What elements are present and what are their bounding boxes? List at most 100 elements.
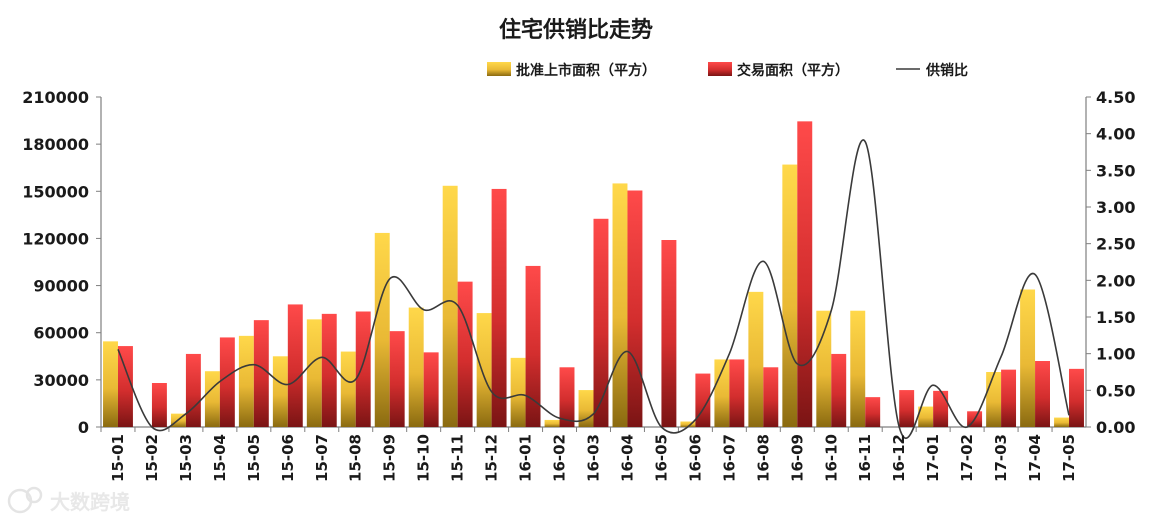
bar-approved-16-09 xyxy=(782,164,798,428)
y-right-tick-label: 2.50 xyxy=(1096,235,1135,254)
x-tick-label: 17-02 xyxy=(958,434,976,482)
x-tick-label: 15-05 xyxy=(245,434,263,482)
bar-approved-16-08 xyxy=(748,291,764,427)
bar-approved-15-12 xyxy=(476,313,492,427)
x-tick-label: 16-06 xyxy=(686,434,704,482)
legend-label-traded: 交易面积（平方） xyxy=(737,62,849,79)
bar-approved-15-01 xyxy=(103,341,118,427)
bar-approved-15-09 xyxy=(374,232,390,427)
bar-approved-16-07 xyxy=(714,359,730,427)
bar-traded-15-09 xyxy=(389,331,405,427)
watermark-text: 大数跨境 xyxy=(50,490,130,514)
x-tick-label: 16-09 xyxy=(788,434,806,482)
x-tick-label: 16-12 xyxy=(890,434,908,482)
x-tick-label: 15-11 xyxy=(449,434,467,482)
bar-approved-16-11 xyxy=(850,310,866,427)
x-tick-label: 15-04 xyxy=(211,434,229,482)
bar-traded-16-11 xyxy=(865,397,881,427)
watermark: 大数跨境 xyxy=(7,486,130,514)
bar-approved-15-05 xyxy=(238,335,254,427)
bar-traded-15-11 xyxy=(457,281,473,427)
x-tick-label: 17-05 xyxy=(1060,434,1078,482)
y-right-tick-label: 0.50 xyxy=(1096,381,1135,400)
y-right-tick-label: 3.00 xyxy=(1096,198,1135,217)
bar-traded-15-04 xyxy=(219,337,235,427)
bar-approved-17-04 xyxy=(1020,289,1036,427)
bar-traded-16-08 xyxy=(763,367,779,427)
y-left-tick-label: 120000 xyxy=(22,229,89,248)
legend-swatch-traded xyxy=(708,62,732,76)
x-tick-label: 15-09 xyxy=(381,434,399,482)
bar-approved-17-01 xyxy=(918,406,934,427)
x-tick-label: 16-10 xyxy=(822,434,840,482)
y-left-tick-label: 0 xyxy=(78,418,89,437)
y-left-tick-label: 90000 xyxy=(33,277,89,296)
x-tick-label: 15-12 xyxy=(483,434,501,482)
x-tick-label: 15-01 xyxy=(109,434,127,482)
x-tick-label: 16-11 xyxy=(856,434,874,482)
x-tick-label: 16-03 xyxy=(585,434,603,482)
y-right-tick-label: 3.50 xyxy=(1096,161,1135,180)
bar-traded-15-02 xyxy=(151,383,167,427)
y-right-tick-label: 4.00 xyxy=(1096,125,1135,144)
x-tick-label: 17-04 xyxy=(1026,434,1044,482)
legend-swatch-approved xyxy=(487,62,511,76)
bars xyxy=(103,121,1084,428)
ratio-line-layer xyxy=(117,139,1070,439)
x-tick-label: 15-07 xyxy=(313,434,331,482)
bar-approved-17-03 xyxy=(986,372,1002,427)
y-axis-right-labels: 0.00 0.50 1.00 1.50 2.00 2.50 3.00 3.50 4.00 4.50 xyxy=(1096,88,1135,437)
legend: 批准上市面积（平方） 交易面积（平方） 供销比 xyxy=(487,62,968,79)
y-left-tick-label: 210000 xyxy=(22,88,89,107)
bar-approved-15-10 xyxy=(408,307,424,427)
y-right-tick-label: 4.50 xyxy=(1096,88,1135,107)
x-tick-label: 16-02 xyxy=(551,434,569,482)
legend-label-approved: 批准上市面积（平方） xyxy=(516,62,656,79)
x-tick-label: 16-05 xyxy=(652,434,670,482)
y-right-tick-label: 2.00 xyxy=(1096,271,1135,290)
bar-traded-16-07 xyxy=(729,359,745,427)
bar-traded-15-10 xyxy=(423,352,439,427)
bar-approved-16-01 xyxy=(510,357,526,427)
bar-approved-16-10 xyxy=(816,310,832,427)
x-tick-label: 16-08 xyxy=(754,434,772,482)
y-left-tick-label: 30000 xyxy=(33,371,89,390)
x-tick-label: 15-02 xyxy=(143,434,161,482)
chart-title: 住宅供销比走势 xyxy=(499,17,653,43)
x-tick-label: 17-03 xyxy=(992,434,1010,482)
y-left-tick-label: 60000 xyxy=(33,324,89,343)
bar-traded-16-04 xyxy=(627,190,643,427)
y-right-tick-label: 1.00 xyxy=(1096,345,1135,364)
bar-traded-16-06 xyxy=(695,373,711,427)
x-tick-label: 16-01 xyxy=(517,434,535,482)
ratio-line xyxy=(117,139,1070,439)
y-right-tick-label: 1.50 xyxy=(1096,308,1135,327)
y-axis-left-labels: 0 30000 60000 90000 120000 150000 180000 210000 xyxy=(22,88,89,437)
bar-approved-17-05 xyxy=(1054,417,1070,427)
bar-approved-15-11 xyxy=(442,185,458,427)
y-left-tick-label: 180000 xyxy=(22,135,89,154)
bar-approved-15-06 xyxy=(272,356,288,427)
y-right-tick-label: 0.00 xyxy=(1096,418,1135,437)
legend-label-ratio: 供销比 xyxy=(925,62,968,79)
bar-approved-15-07 xyxy=(306,319,322,427)
x-tick-label: 15-06 xyxy=(279,434,297,482)
bar-traded-17-04 xyxy=(1035,361,1050,427)
bar-approved-16-06 xyxy=(680,421,696,427)
bar-traded-16-10 xyxy=(831,353,847,427)
bar-traded-17-01 xyxy=(933,390,949,427)
bar-traded-16-01 xyxy=(525,265,541,427)
bar-traded-15-01 xyxy=(117,346,133,427)
logo-icon-dot xyxy=(25,486,43,504)
x-tick-label: 16-07 xyxy=(720,434,738,482)
bar-traded-15-12 xyxy=(491,188,507,427)
x-axis-labels: 15-01 15-02 15-03 15-04 15-05 15-06 15-07 15-08… xyxy=(109,434,1078,482)
x-tick-label: 17-01 xyxy=(924,434,942,482)
x-tick-label: 15-03 xyxy=(177,434,195,482)
bar-traded-16-02 xyxy=(559,367,575,427)
bar-traded-15-07 xyxy=(321,313,337,427)
y-left-tick-label: 150000 xyxy=(22,182,89,201)
bar-approved-16-04 xyxy=(612,183,628,427)
